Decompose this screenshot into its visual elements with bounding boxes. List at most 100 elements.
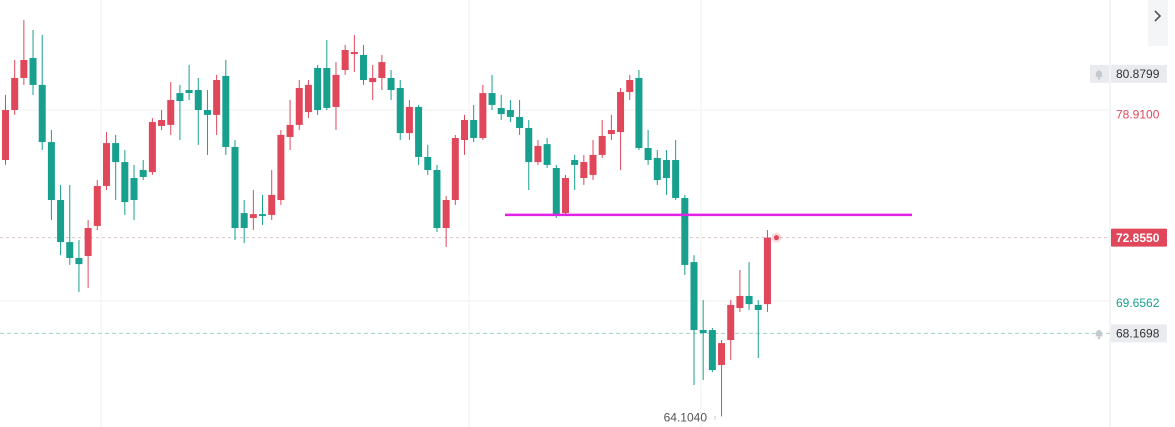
candle-body — [470, 120, 478, 138]
grid — [0, 0, 1110, 427]
candle-body — [378, 62, 386, 78]
candle-body — [653, 157, 661, 181]
bell-clapper — [1097, 336, 1101, 340]
bell-shape — [1095, 329, 1103, 337]
button-bg[interactable] — [1148, 0, 1168, 46]
price-label: 69.6562 — [1116, 296, 1160, 310]
candle-body — [29, 57, 37, 85]
last-price-dot — [773, 235, 779, 241]
candle-body — [213, 80, 221, 115]
candle-body — [259, 214, 267, 216]
candle-body — [699, 330, 707, 334]
price-badge — [1111, 324, 1167, 343]
candle-body — [314, 67, 322, 111]
candle-body — [506, 110, 514, 117]
candle-body — [231, 146, 239, 228]
candle-body — [249, 214, 257, 218]
candle-body — [102, 143, 110, 186]
candle-body — [534, 145, 542, 163]
candle-body — [718, 343, 726, 365]
candle-body — [708, 330, 716, 371]
candle-body — [139, 170, 147, 177]
candle-body — [332, 74, 340, 107]
candle-body — [561, 177, 569, 214]
candle-body — [690, 262, 698, 331]
candle-body — [341, 50, 349, 71]
candle-body — [369, 77, 377, 83]
price-badge — [1111, 64, 1167, 83]
candle-body — [84, 227, 92, 256]
candle-body — [148, 122, 156, 173]
collapse-button[interactable] — [1148, 0, 1168, 46]
candle-body — [20, 60, 28, 78]
candle-body — [727, 304, 735, 341]
candle-body — [497, 107, 505, 115]
candle-body — [745, 295, 753, 305]
candle-body — [47, 142, 55, 201]
candle-body — [167, 100, 175, 125]
candle-body — [112, 143, 120, 163]
candle-body — [433, 170, 441, 228]
chevron-icon[interactable] — [1154, 10, 1162, 22]
candle-body — [543, 144, 551, 165]
candle-body — [405, 106, 413, 134]
candle-body — [644, 147, 652, 161]
candle-body — [158, 120, 166, 126]
candle-body — [571, 160, 579, 165]
candle-body — [479, 93, 487, 138]
candle-body — [635, 77, 643, 148]
candle-body — [130, 177, 138, 201]
candle-body — [626, 80, 634, 93]
candle-body — [194, 90, 202, 111]
candle-body — [240, 213, 248, 228]
price-label: 78.9100 — [1116, 107, 1160, 121]
candle-body — [451, 137, 459, 201]
candle-body — [552, 167, 560, 215]
candle-body — [268, 194, 276, 215]
candle-body — [121, 162, 129, 203]
candle-body — [11, 77, 19, 111]
bell-icon — [1095, 70, 1103, 80]
candle-body — [598, 135, 606, 155]
candle-body — [387, 77, 395, 91]
candle-body — [286, 124, 294, 137]
candle-body — [185, 90, 193, 94]
candle-body — [75, 257, 83, 265]
candle-body — [176, 93, 184, 102]
candle-body — [763, 237, 771, 305]
bell-clapper — [1097, 77, 1101, 80]
candle-body — [461, 120, 468, 141]
candle-body — [396, 87, 404, 134]
candle-body — [681, 197, 689, 265]
candle-body — [93, 185, 101, 226]
candle-body — [516, 116, 524, 128]
price-label: 68.1698 — [1116, 326, 1160, 340]
candle-body — [203, 110, 211, 115]
candle-body — [304, 84, 312, 113]
bell-icon — [1095, 329, 1103, 340]
candle-body — [442, 200, 450, 228]
candle-body — [360, 54, 368, 81]
candle-body — [66, 242, 74, 258]
candle-body — [607, 130, 615, 135]
candle-body — [488, 93, 496, 105]
candle-body — [415, 106, 423, 157]
low-label: 64.1040 — [664, 410, 708, 424]
candle-body — [2, 110, 9, 161]
candle-body — [295, 87, 303, 125]
candle-body — [589, 154, 597, 175]
candle-body — [57, 200, 65, 243]
candle-body — [38, 84, 46, 143]
candle-body — [323, 67, 331, 108]
bell-shape — [1095, 70, 1103, 77]
candle-body — [580, 162, 588, 178]
price-label: 72.8550 — [1116, 231, 1160, 245]
price-label: 80.8799 — [1116, 67, 1160, 81]
candle-body — [277, 134, 285, 201]
candle-body — [222, 75, 230, 147]
candle-body — [754, 304, 762, 311]
candle-body — [736, 295, 744, 309]
candle-body — [617, 92, 625, 133]
price-badge — [1111, 228, 1167, 247]
